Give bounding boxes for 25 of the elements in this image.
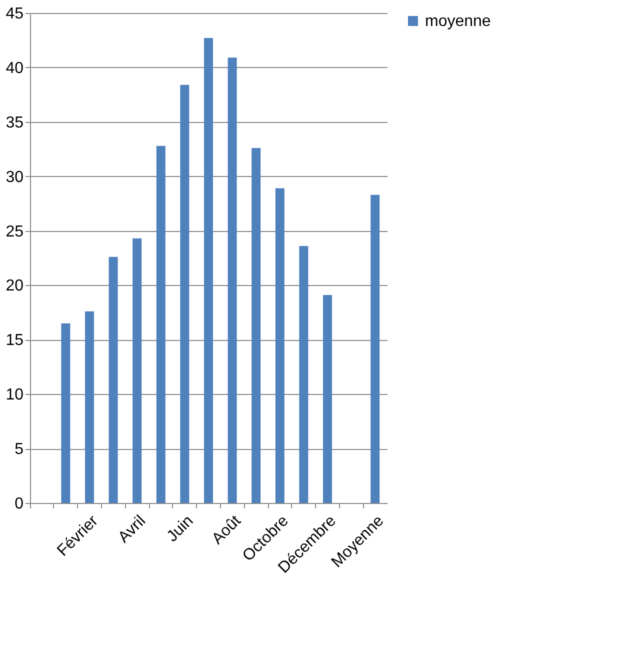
y-tick-label: 35 — [6, 114, 24, 132]
bar — [180, 84, 190, 503]
bar — [299, 246, 308, 503]
bar — [370, 194, 380, 503]
y-tick-label: 0 — [14, 496, 24, 512]
bar — [85, 311, 94, 503]
bar — [132, 238, 142, 503]
bar — [204, 38, 213, 503]
bar — [108, 256, 118, 503]
y-tick-label: 5 — [14, 441, 24, 458]
bar — [228, 58, 237, 503]
y-tick-label: 40 — [6, 60, 24, 77]
x-tick-label: Juin — [164, 512, 197, 546]
y-tick-label: 25 — [6, 223, 24, 240]
y-tick-label: 45 — [6, 6, 24, 22]
bar — [61, 323, 70, 503]
bar — [323, 295, 332, 503]
y-tick-label: 10 — [6, 386, 24, 404]
bar — [156, 146, 166, 503]
bar — [275, 188, 284, 503]
legend-label: moyenne — [425, 13, 491, 30]
y-tick-label: 30 — [6, 168, 24, 186]
y-tick-label: 15 — [6, 332, 24, 350]
bar — [252, 148, 261, 503]
y-tick-label: 20 — [6, 278, 24, 295]
